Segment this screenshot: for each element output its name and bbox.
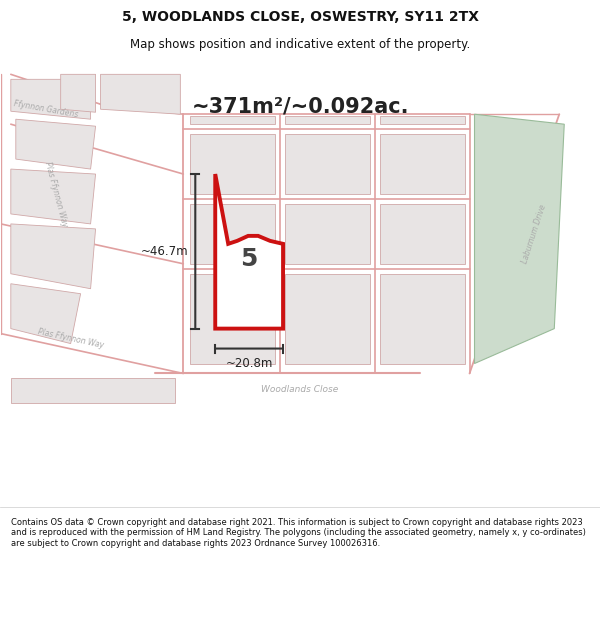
Polygon shape xyxy=(16,119,95,169)
Polygon shape xyxy=(11,284,80,344)
Polygon shape xyxy=(190,204,275,264)
Text: 5: 5 xyxy=(241,247,258,271)
Polygon shape xyxy=(61,74,95,112)
Text: ~46.7m: ~46.7m xyxy=(140,245,188,258)
Polygon shape xyxy=(285,204,370,264)
Polygon shape xyxy=(190,134,275,194)
Text: Contains OS data © Crown copyright and database right 2021. This information is : Contains OS data © Crown copyright and d… xyxy=(11,518,586,548)
Polygon shape xyxy=(11,169,95,224)
Polygon shape xyxy=(190,274,275,364)
Text: ~371m²/~0.092ac.: ~371m²/~0.092ac. xyxy=(191,96,409,116)
Polygon shape xyxy=(285,116,370,124)
Text: Plas Ffynnon Way: Plas Ffynnon Way xyxy=(43,161,69,228)
Text: ~20.8m: ~20.8m xyxy=(226,356,273,369)
Polygon shape xyxy=(11,379,175,403)
Polygon shape xyxy=(285,274,370,364)
Polygon shape xyxy=(475,114,564,364)
Polygon shape xyxy=(380,134,464,194)
Polygon shape xyxy=(190,116,275,124)
Text: 5, WOODLANDS CLOSE, OSWESTRY, SY11 2TX: 5, WOODLANDS CLOSE, OSWESTRY, SY11 2TX xyxy=(121,9,479,24)
Text: Laburnum Drive: Laburnum Drive xyxy=(521,203,548,264)
Polygon shape xyxy=(11,224,95,289)
Polygon shape xyxy=(380,204,464,264)
Polygon shape xyxy=(285,134,370,194)
Polygon shape xyxy=(380,274,464,364)
Polygon shape xyxy=(215,174,283,329)
Polygon shape xyxy=(11,79,91,119)
Text: Plas Ffynnon Way: Plas Ffynnon Way xyxy=(37,328,104,350)
Text: Map shows position and indicative extent of the property.: Map shows position and indicative extent… xyxy=(130,38,470,51)
Text: Ffynnon Gardens: Ffynnon Gardens xyxy=(13,99,79,119)
Text: Woodlands Close: Woodlands Close xyxy=(262,386,338,394)
Polygon shape xyxy=(101,74,181,114)
Polygon shape xyxy=(380,116,464,124)
